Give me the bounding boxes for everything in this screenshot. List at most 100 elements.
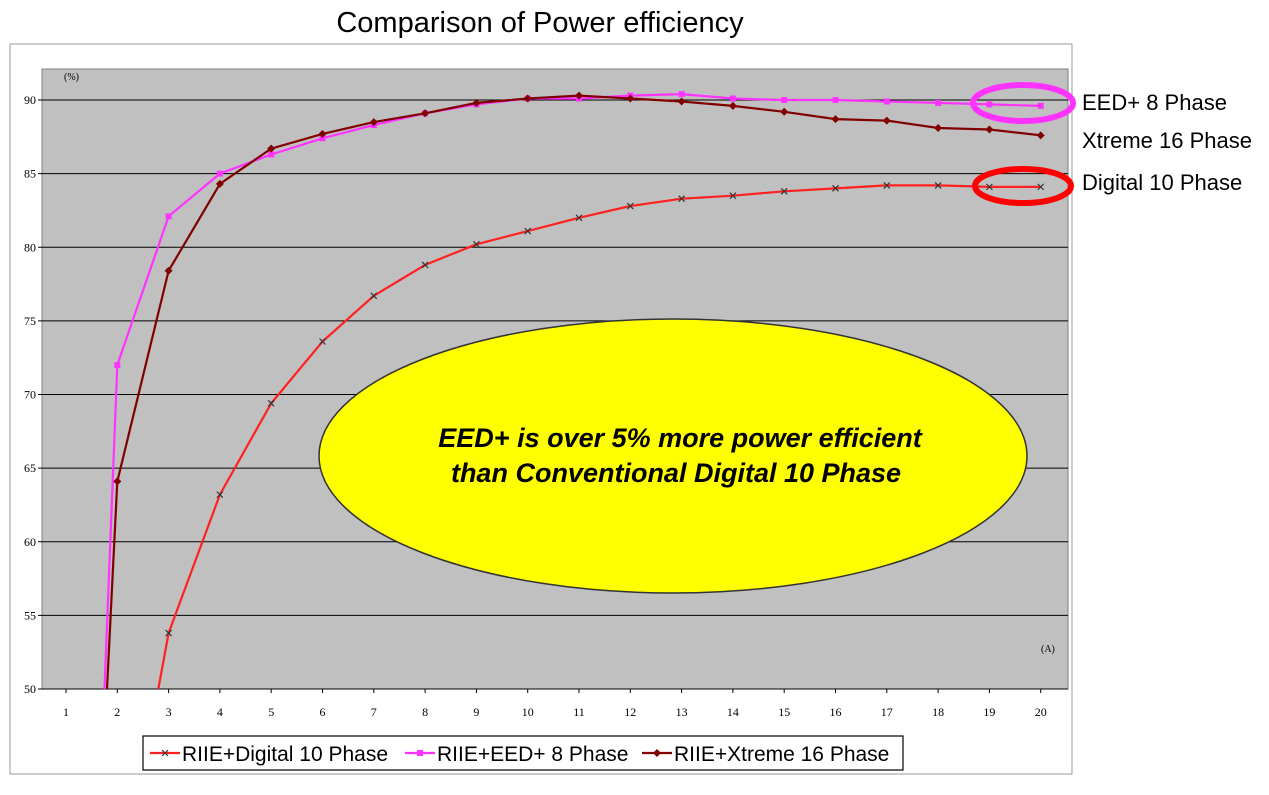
series-line — [103, 92, 1041, 690]
series-layer — [103, 91, 1045, 690]
series-0 — [157, 181, 1045, 690]
data-point — [677, 97, 686, 106]
data-point — [113, 477, 122, 486]
data-point — [472, 240, 480, 248]
y-tick-label: 90 — [24, 93, 36, 107]
data-point — [318, 129, 327, 138]
y-unit-label: (%) — [64, 72, 79, 83]
data-point — [934, 123, 943, 132]
data-point — [985, 125, 994, 134]
x-tick-label: 10 — [522, 705, 534, 719]
x-tick-label: 19 — [983, 705, 995, 719]
data-point — [164, 266, 173, 275]
x-tick-label: 9 — [473, 705, 479, 719]
side-label-digital: Digital 10 Phase — [1082, 170, 1242, 195]
y-tick-label: 80 — [24, 240, 36, 254]
data-point — [1037, 183, 1045, 191]
x-tick-label: 17 — [881, 705, 893, 719]
legend-box — [142, 735, 904, 771]
eed-highlight-circle — [970, 82, 1076, 124]
callout-text-line2: than Conventional Digital 10 Phase — [451, 458, 901, 488]
legend-label: RIIE+EED+ 8 Phase — [437, 743, 628, 766]
x-tick-label: 5 — [268, 705, 274, 719]
x-tick-label: 7 — [371, 705, 377, 719]
data-point — [985, 183, 993, 191]
data-point — [729, 192, 737, 200]
x-tick-label: 4 — [217, 705, 223, 719]
y-tick-label: 60 — [24, 535, 36, 549]
data-point — [421, 109, 430, 118]
data-point — [421, 261, 429, 269]
data-point — [883, 181, 891, 189]
callout-ellipse — [318, 318, 1028, 594]
side-label-xtreme: Xtreme 16 Phase — [1082, 128, 1252, 153]
x-tick-label: 12 — [624, 705, 636, 719]
data-point — [165, 629, 173, 637]
legend: RIIE+Digital 10 Phase RIIE+EED+ 8 Phase RI… — [142, 735, 904, 771]
data-point — [267, 144, 276, 153]
y-tick-label: 70 — [24, 388, 36, 402]
data-point — [267, 399, 275, 407]
data-point — [319, 338, 326, 345]
digital-highlight-circle — [972, 166, 1074, 206]
x-tick-label: 20 — [1035, 705, 1047, 719]
x-tick-label: 6 — [320, 705, 326, 719]
data-point — [678, 195, 686, 203]
legend-items: RIIE+Digital 10 Phase RIIE+EED+ 8 Phase RI… — [150, 743, 889, 766]
data-point — [832, 97, 839, 103]
data-point — [523, 94, 532, 103]
x-tick-label: 1 — [63, 705, 69, 719]
data-point — [728, 101, 737, 110]
y-axis: 50 55 60 65 70 75 80 85 90 — [24, 93, 42, 696]
data-point — [882, 116, 891, 125]
x-tick-label: 3 — [166, 705, 172, 719]
data-point — [831, 115, 840, 124]
x-tick-label: 11 — [573, 705, 585, 719]
legend-label: RIIE+Digital 10 Phase — [182, 743, 388, 766]
x-axis: 1 2 3 4 5 6 7 8 9 10 11 12 13 14 15 16 17 18 19 20 — [63, 689, 1047, 719]
data-point — [935, 99, 942, 106]
data-point — [832, 184, 839, 192]
data-point — [114, 362, 121, 369]
chart-title: Comparison of Power efficiency — [336, 7, 744, 39]
data-point — [1036, 131, 1045, 140]
data-point — [268, 151, 275, 158]
legend-marker — [653, 749, 661, 757]
data-point — [626, 202, 634, 210]
x-tick-label: 2 — [114, 705, 120, 719]
x-unit-label: (A) — [1041, 644, 1055, 655]
legend-marker — [161, 749, 169, 757]
x-tick-label: 18 — [932, 705, 944, 719]
data-point — [216, 491, 224, 499]
x-tick-label: 16 — [830, 705, 842, 719]
data-point — [934, 181, 942, 189]
callout-text-line1: EED+ is over 5% more power efficient — [438, 423, 922, 453]
data-point — [165, 213, 172, 220]
x-tick-label: 14 — [727, 705, 739, 719]
data-point — [575, 214, 583, 222]
data-point — [472, 98, 481, 107]
data-point — [780, 107, 789, 116]
x-tick-label: 13 — [676, 705, 688, 719]
x-tick-label: 15 — [778, 705, 790, 719]
data-point — [883, 98, 890, 105]
data-point — [1037, 102, 1044, 109]
data-point — [370, 292, 378, 300]
data-point — [524, 227, 532, 235]
data-point — [781, 97, 788, 103]
y-tick-label: 55 — [24, 608, 36, 622]
data-point — [215, 179, 224, 188]
y-tick-label: 50 — [24, 682, 36, 696]
x-tick-label: 8 — [422, 705, 428, 719]
legend-label: RIIE+Xtreme 16 Phase — [674, 743, 889, 766]
data-point — [729, 95, 736, 102]
data-point — [626, 94, 635, 103]
series-2 — [105, 91, 1045, 690]
data-point — [319, 135, 326, 142]
data-point — [780, 187, 788, 195]
side-label-eed: EED+ 8 Phase — [1082, 90, 1227, 115]
y-tick-label: 75 — [24, 314, 36, 328]
y-tick-label: 85 — [24, 167, 36, 181]
